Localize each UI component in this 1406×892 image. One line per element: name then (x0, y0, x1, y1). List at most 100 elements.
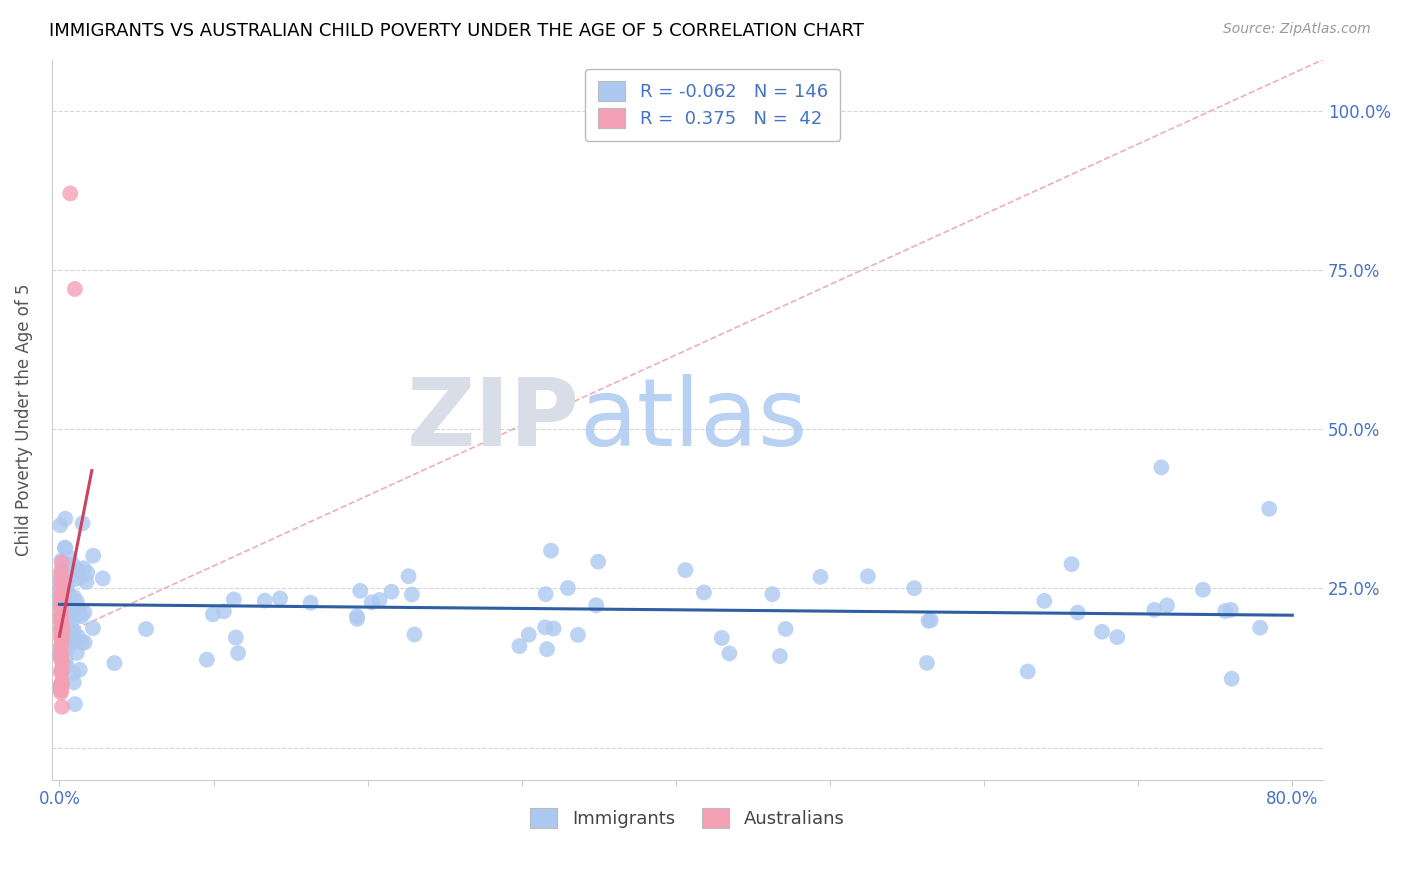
Y-axis label: Child Poverty Under the Age of 5: Child Poverty Under the Age of 5 (15, 284, 32, 556)
Point (49, 627, 72, 641)
Point (58, 637, 80, 651)
Point (49, 624, 72, 638)
Point (49, 682, 72, 697)
Point (51, 639, 73, 653)
Point (52, 629, 75, 643)
Point (91, 571, 114, 585)
Point (53, 627, 76, 641)
Point (51, 556, 73, 570)
Point (212, 604, 235, 618)
Point (52, 578, 75, 592)
Legend: Immigrants, Australians: Immigrants, Australians (523, 801, 852, 836)
Point (49, 615, 72, 629)
Point (769, 649, 792, 664)
Point (49, 609, 72, 624)
Point (1060, 557, 1083, 571)
Point (53, 512, 76, 526)
Point (1213, 604, 1236, 618)
Point (49, 600, 72, 615)
Point (55, 573, 77, 587)
Point (49, 599, 72, 613)
Point (915, 656, 938, 670)
Point (49, 582, 72, 597)
Point (540, 543, 562, 558)
Point (55, 658, 77, 673)
Point (55, 638, 77, 652)
Point (70, 609, 93, 624)
Point (1219, 603, 1241, 617)
Point (53, 603, 76, 617)
Point (72, 516, 94, 531)
Text: ZIP: ZIP (406, 374, 579, 466)
Point (49, 685, 72, 699)
Point (63, 590, 86, 604)
Point (82, 621, 104, 635)
Point (49, 573, 72, 587)
Point (56, 641, 79, 656)
Point (69, 663, 91, 677)
Point (195, 652, 218, 666)
Point (51, 596, 73, 610)
Point (67, 630, 90, 644)
Point (58, 589, 80, 603)
Point (49, 676, 72, 690)
Point (225, 631, 247, 645)
Point (62, 607, 84, 621)
Point (73, 561, 96, 575)
Point (49, 632, 72, 646)
Point (49, 595, 72, 609)
Point (49, 639, 72, 653)
Point (66, 594, 89, 608)
Point (51, 663, 73, 677)
Text: atlas: atlas (579, 374, 807, 466)
Point (567, 628, 589, 642)
Point (62, 675, 84, 690)
Point (586, 555, 609, 569)
Point (585, 599, 607, 613)
Point (49, 615, 72, 630)
Point (49, 608, 72, 623)
Point (543, 622, 565, 636)
Text: Source: ZipAtlas.com: Source: ZipAtlas.com (1223, 22, 1371, 37)
Point (55, 613, 77, 627)
Point (508, 639, 530, 653)
Point (73, 606, 96, 620)
Point (49, 646, 72, 660)
Point (82, 549, 104, 563)
Point (49, 621, 72, 635)
Point (222, 592, 245, 607)
Point (49, 589, 72, 603)
Point (718, 647, 741, 661)
Point (201, 607, 224, 622)
Point (693, 585, 716, 599)
Point (269, 591, 291, 606)
Point (49, 568, 72, 582)
Point (53, 630, 76, 644)
Point (49, 587, 72, 601)
Point (49, 664, 72, 678)
Point (62, 613, 84, 627)
Point (53, 600, 76, 615)
Point (536, 642, 558, 657)
Point (73, 635, 96, 649)
Point (70, 636, 93, 650)
Point (56, 589, 79, 603)
Point (60, 595, 83, 609)
Point (253, 593, 276, 607)
Point (299, 596, 322, 610)
Point (60, 608, 83, 623)
Point (49, 598, 72, 612)
Point (51, 591, 73, 605)
Point (1220, 672, 1243, 686)
Point (368, 593, 391, 607)
Point (63, 697, 86, 711)
Point (1156, 599, 1178, 613)
Point (63, 282, 86, 296)
Point (53, 541, 76, 555)
Point (59, 186, 82, 201)
Point (51, 622, 73, 636)
Point (51, 617, 73, 632)
Point (51, 699, 73, 714)
Point (51, 632, 73, 647)
Point (1033, 594, 1056, 608)
